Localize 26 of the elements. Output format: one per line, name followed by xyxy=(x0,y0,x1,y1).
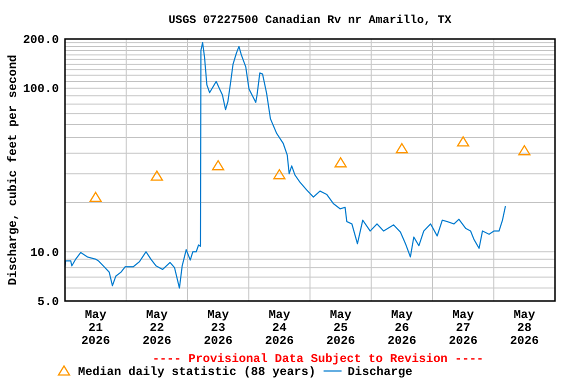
legend-label: Discharge xyxy=(348,365,412,379)
point xyxy=(396,143,408,154)
x-tick-label: May 28 2026 xyxy=(510,308,539,348)
point xyxy=(212,160,224,170)
x-tick-label: May 23 2026 xyxy=(204,308,233,348)
point xyxy=(89,192,102,202)
chart-title: USGS 07227500 Canadian Rv nr Amarillo, TX xyxy=(168,14,452,27)
point xyxy=(334,157,347,168)
point xyxy=(273,169,286,180)
y-tick-label: 200.0 xyxy=(22,33,59,47)
y-tick-label: 5.0 xyxy=(37,295,59,309)
y-tick-label: 100.0 xyxy=(22,82,59,96)
x-tick-label: May 25 2026 xyxy=(326,308,356,348)
line-series xyxy=(64,42,506,289)
point xyxy=(518,145,531,156)
point xyxy=(456,136,470,147)
point xyxy=(150,170,164,181)
x-tick-label: May 21 2026 xyxy=(81,308,110,348)
x-tick-label: May 26 2026 xyxy=(387,308,416,348)
legend-label: Median daily statistic (88 years) xyxy=(78,365,316,379)
x-tick-label: May 22 2026 xyxy=(142,308,172,348)
x-tick-label: May 24 2026 xyxy=(264,308,294,348)
y-axis-title: Discharge, cubic feet per second xyxy=(6,54,20,286)
y-tick-label: 10.0 xyxy=(30,246,59,260)
text: ---- Provisional Data Subject to Revision ---- xyxy=(152,352,484,366)
x-tick-label: May 27 2026 xyxy=(448,308,478,348)
